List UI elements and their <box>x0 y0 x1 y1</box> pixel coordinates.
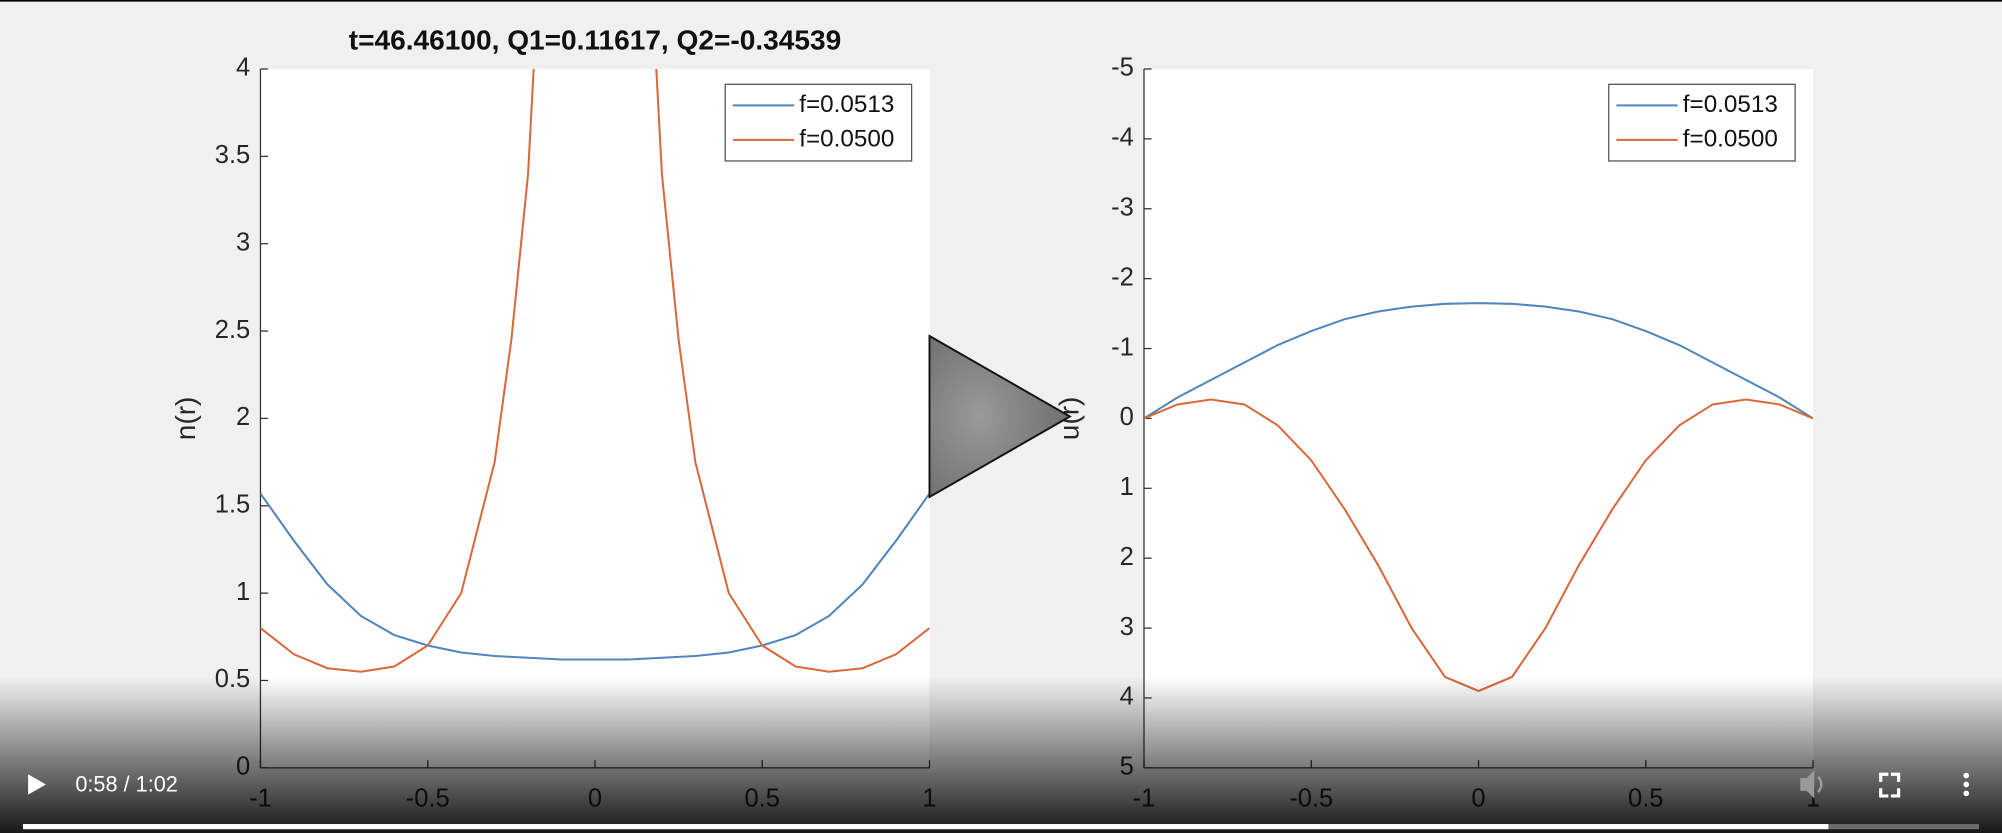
more-button[interactable] <box>1963 772 1970 797</box>
y-tick-label: 4 <box>236 54 250 82</box>
data-line <box>260 492 930 661</box>
legend-label: f=0.0500 <box>799 125 894 152</box>
y-tick-label: 3.5 <box>215 141 250 169</box>
y-tick-label: -2 <box>1111 263 1134 291</box>
y-tick-label: 1 <box>236 578 250 606</box>
play-button[interactable] <box>28 774 46 795</box>
y-tick-label: -4 <box>1111 124 1134 152</box>
legend-label: f=0.0500 <box>1683 125 1778 152</box>
legend-label: f=0.0513 <box>799 91 894 118</box>
y-axis-label: n(r) <box>170 397 201 441</box>
time-display: 0:58 / 1:02 <box>75 771 178 796</box>
volume-button[interactable] <box>1800 770 1823 799</box>
figure: 00.511.522.533.54-1-0.500.51t=46.46100, … <box>170 25 1820 813</box>
y-tick-label: 3 <box>236 228 250 256</box>
fullscreen-button[interactable] <box>1879 772 1901 798</box>
chart: -5-4-3-2-1012345-1-0.500.51u(r)f=0.0513f… <box>1054 54 1820 813</box>
y-tick-label: -5 <box>1111 54 1134 82</box>
legend-box <box>724 83 913 162</box>
progress-played[interactable] <box>22 824 1829 830</box>
y-tick-label: 2.5 <box>215 316 250 344</box>
plot-area <box>260 68 930 768</box>
y-tick-label: 3 <box>1120 613 1134 641</box>
legend-box <box>1608 83 1796 162</box>
y-tick-label: 1.5 <box>215 491 250 519</box>
chart-title: t=46.46100, Q1=0.11617, Q2=-0.34539 <box>349 25 841 56</box>
chart: 00.511.522.533.54-1-0.500.51t=46.46100, … <box>170 25 936 813</box>
controls-shade <box>0 677 2002 833</box>
legend-label: f=0.0513 <box>1683 91 1778 118</box>
y-tick-label: 2 <box>236 403 250 431</box>
data-line <box>260 68 930 673</box>
y-tick-label: -3 <box>1111 194 1134 222</box>
y-tick-label: 1 <box>1120 473 1134 501</box>
big-play-button[interactable] <box>928 334 1072 499</box>
y-tick-label: -1 <box>1111 333 1134 361</box>
y-tick-label: 2 <box>1120 543 1134 571</box>
plot-area <box>1144 68 1814 768</box>
y-tick-label: 0 <box>1120 403 1134 431</box>
data-line <box>1144 302 1814 420</box>
